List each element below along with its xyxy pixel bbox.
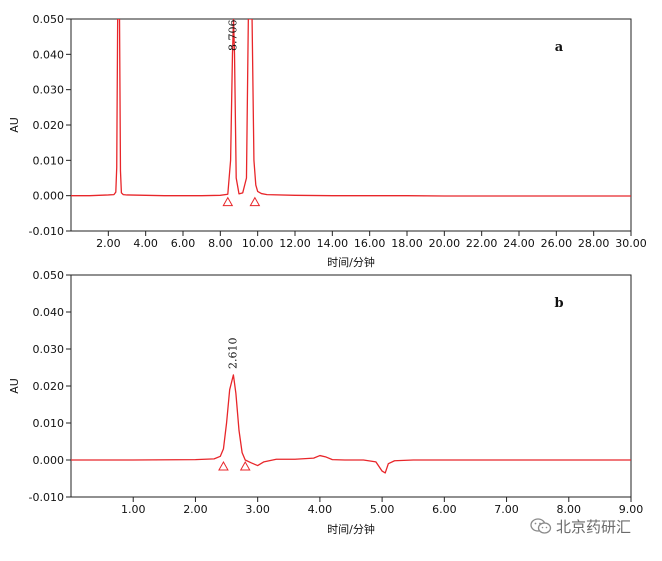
panel-b-x-tick-label: 3.00: [245, 503, 270, 516]
panel-a-x-tick-label: 12.00: [279, 237, 311, 250]
panel-b-y-axis-title: AU: [8, 378, 21, 394]
panel-a-x-tick-label: 28.00: [578, 237, 610, 250]
panel-a-x-tick-label: 10.00: [242, 237, 274, 250]
panel-b-y-tick-label: 0.010: [33, 417, 65, 430]
panel-b-x-tick-label: 5.00: [370, 503, 395, 516]
panel-a-x-tick-label: 26.00: [541, 237, 573, 250]
panel-b-y-tick-label: -0.010: [29, 491, 64, 504]
panel-b-integration-marker: [239, 460, 251, 471]
watermark-text: 北京药研汇: [556, 517, 632, 536]
panel-b-y-tick-label: 0.050: [33, 269, 65, 282]
panel-a-x-tick-label: 6.00: [171, 237, 196, 250]
panel-b-y-tick-label: 0.030: [33, 343, 65, 356]
panel-b-panel-letter: b: [554, 296, 563, 311]
panel-b-y-tick-label: 0.040: [33, 306, 65, 319]
panel-b-x-tick-label: 8.00: [557, 503, 582, 516]
panel-a-x-tick-label: 20.00: [429, 237, 461, 250]
panel-a-x-tick-label: 14.00: [317, 237, 349, 250]
panel-a-x-tick-label: 24.00: [503, 237, 535, 250]
panel-b-x-tick-label: 2.00: [183, 503, 208, 516]
panel-a-x-tick-label: 16.00: [354, 237, 386, 250]
panel-a-y-tick-label: 0.030: [33, 84, 65, 97]
panel-a-integration-marker: [222, 196, 234, 207]
panel-a-x-tick-label: 18.00: [391, 237, 423, 250]
panel-b-x-tick-label: 7.00: [494, 503, 519, 516]
panel-a-y-tick-label: 0.000: [33, 190, 65, 203]
panel-a-y-axis-title: AU: [8, 117, 21, 133]
panel-b-peak-label: 2.610: [226, 338, 239, 370]
panel-b-x-tick-label: 4.00: [308, 503, 333, 516]
panel-b-x-tick-label: 6.00: [432, 503, 457, 516]
panel-a-x-tick-label: 22.00: [466, 237, 498, 250]
panel-b-x-tick-label: 9.00: [619, 503, 644, 516]
panel-a-x-tick-label: 30.00: [615, 237, 647, 250]
watermark: 北京药研汇: [530, 512, 658, 540]
panel-b-x-tick-label: 1.00: [121, 503, 146, 516]
panel-a-peak-label: 8.706: [227, 20, 240, 52]
panel-a-x-tick-label: 2.00: [96, 237, 121, 250]
panel-a-integration-marker: [249, 196, 261, 207]
panel-a-y-tick-label: 0.040: [33, 48, 65, 61]
panel-a-y-tick-label: -0.010: [29, 225, 64, 238]
panel-b-integration-marker: [218, 460, 229, 471]
wechat-icon: [530, 518, 552, 534]
panel-a-x-axis-title: 时间/分钟: [327, 255, 375, 269]
panel-a-plot-frame: [70, 18, 632, 232]
panel-b-y-tick-label: 0.000: [33, 454, 65, 467]
panel-a-y-tick-label: 0.020: [33, 119, 65, 132]
panel-b-series-line: [71, 374, 631, 474]
panel-a-y-tick-label: 0.010: [33, 154, 65, 167]
panel-a-series-line: [71, 19, 631, 197]
panel-a-panel-letter: a: [555, 40, 564, 55]
panel-a-x-tick-label: 4.00: [133, 237, 158, 250]
panel-b-plot-frame: [70, 274, 632, 498]
panel-a-y-tick-label: 0.050: [33, 13, 65, 26]
panel-a-x-tick-label: 8.00: [208, 237, 233, 250]
panel-b-x-axis-title: 时间/分钟: [327, 522, 375, 536]
panel-b-y-tick-label: 0.020: [33, 380, 65, 393]
